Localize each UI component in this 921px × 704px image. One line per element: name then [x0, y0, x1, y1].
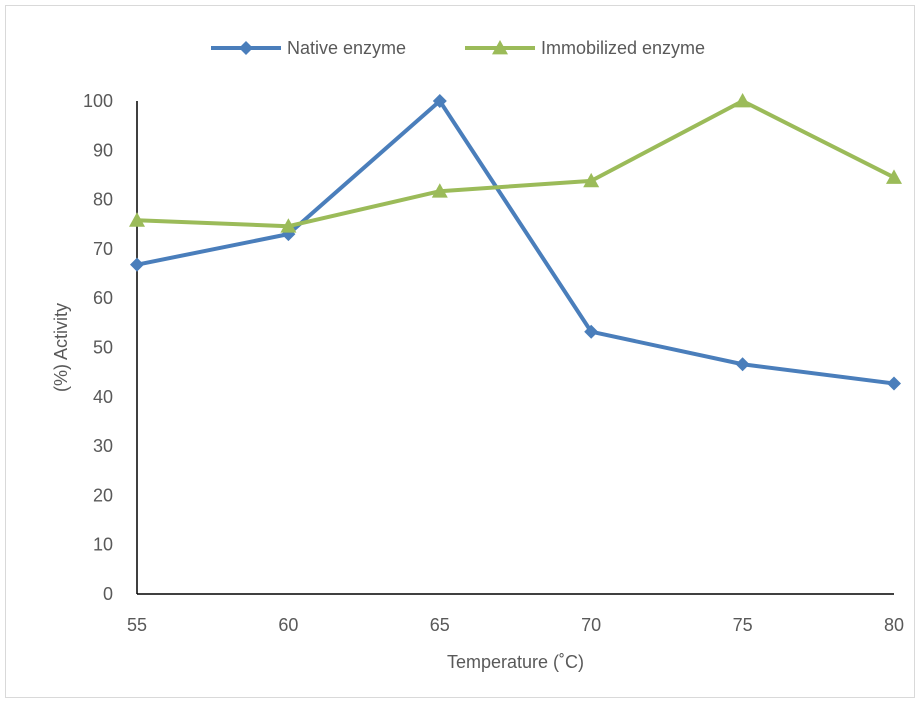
data-point [734, 93, 751, 108]
y-tick-label: 10 [93, 535, 113, 555]
data-point [130, 257, 144, 272]
legend: Native enzyme Immobilized enzyme [211, 38, 705, 58]
data-point [584, 324, 599, 339]
y-tick-label: 50 [93, 338, 113, 358]
x-tick-label: 75 [733, 615, 753, 635]
y-tick-label: 90 [93, 140, 113, 160]
legend-item: Immobilized enzyme [465, 38, 705, 58]
x-axis-ticks: 55 60 65 70 75 80 [127, 615, 904, 635]
series-immobilized-enzyme [129, 93, 902, 233]
data-point [280, 218, 297, 233]
y-tick-label: 60 [93, 288, 113, 308]
y-tick-label: 30 [93, 436, 113, 456]
data-point [887, 376, 901, 391]
y-tick-label: 80 [93, 190, 113, 210]
y-tick-label: 100 [83, 91, 113, 111]
y-tick-label: 0 [103, 584, 113, 604]
legend-label: Immobilized enzyme [541, 38, 705, 58]
series-line [136, 99, 895, 386]
x-tick-label: 60 [278, 615, 298, 635]
data-point [886, 169, 902, 184]
legend-item: Native enzyme [211, 38, 406, 58]
x-tick-label: 70 [581, 615, 601, 635]
y-axis-title: (%) Activity [51, 303, 71, 392]
data-point [432, 94, 447, 108]
y-axis-ticks: 0 10 20 30 40 50 60 70 80 90 100 [83, 91, 113, 604]
data-point [735, 357, 750, 372]
x-tick-label: 55 [127, 615, 147, 635]
legend-label: Native enzyme [287, 38, 406, 58]
y-tick-label: 20 [93, 485, 113, 505]
legend-swatch-marker [239, 41, 253, 55]
x-axis-title: Temperature (˚C) [447, 652, 584, 672]
x-tick-label: 80 [884, 615, 904, 635]
series-layer [129, 93, 902, 391]
data-point [583, 172, 600, 188]
legend-swatch-marker [492, 40, 508, 55]
y-tick-label: 70 [93, 239, 113, 259]
y-tick-label: 40 [93, 387, 113, 407]
data-point [129, 212, 145, 227]
chart-frame [5, 5, 915, 698]
series-native-enzyme [130, 94, 901, 391]
x-tick-label: 65 [430, 615, 450, 635]
series-line [136, 99, 895, 229]
data-point [431, 183, 448, 198]
